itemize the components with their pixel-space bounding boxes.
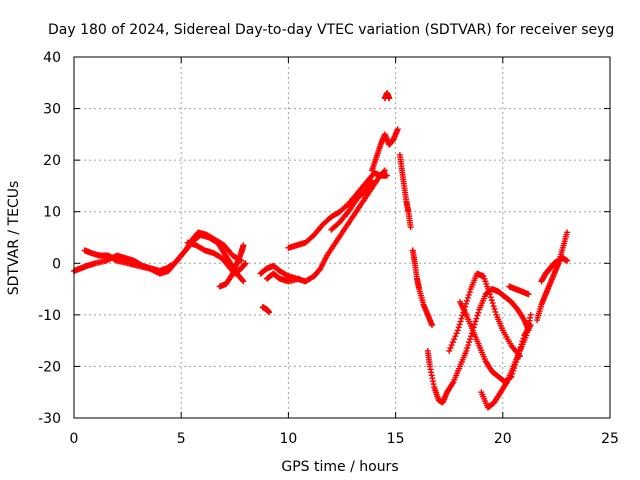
data-point bbox=[461, 306, 468, 313]
y-tick-label: 30 bbox=[43, 102, 61, 118]
series-sat-e bbox=[259, 304, 273, 316]
data-point bbox=[239, 277, 246, 284]
data-point bbox=[460, 309, 467, 316]
y-tick-label: -10 bbox=[38, 308, 61, 324]
series-sat-p bbox=[478, 311, 534, 411]
x-tick-label: 5 bbox=[177, 431, 186, 447]
data-point bbox=[449, 339, 456, 346]
x-axis-label: GPS time / hours bbox=[281, 459, 398, 475]
x-tick-label: 15 bbox=[387, 431, 405, 447]
data-point bbox=[488, 297, 495, 304]
data-point bbox=[446, 347, 453, 354]
x-tick-label: 0 bbox=[70, 431, 79, 447]
y-tick-label: 10 bbox=[43, 205, 61, 221]
data-point bbox=[240, 278, 247, 285]
series-sat-j bbox=[369, 126, 401, 174]
series-sat-k bbox=[381, 90, 393, 102]
data-point bbox=[475, 309, 482, 316]
data-point bbox=[112, 256, 119, 263]
data-point bbox=[473, 315, 480, 322]
data-point bbox=[447, 345, 454, 352]
data-point bbox=[386, 95, 393, 102]
data-point bbox=[453, 330, 460, 337]
axis-ticks: 0 5 10 15 20 25 -30 -20 -10 0 10 20 30 40 bbox=[38, 50, 619, 447]
data-point bbox=[369, 177, 376, 184]
data-point bbox=[394, 126, 401, 133]
series-sat-m bbox=[409, 247, 436, 329]
data-point bbox=[491, 305, 498, 312]
data-point bbox=[451, 336, 458, 343]
data-point bbox=[463, 300, 470, 307]
series-sat-l bbox=[396, 151, 414, 231]
y-tick-label: 40 bbox=[43, 50, 61, 66]
data-point bbox=[462, 303, 469, 310]
data-point bbox=[516, 353, 523, 360]
series-sat-c bbox=[184, 239, 249, 277]
data-point bbox=[492, 308, 499, 315]
data-point bbox=[464, 345, 471, 352]
data-point bbox=[474, 312, 481, 319]
series-sat-d bbox=[216, 242, 247, 290]
x-tick-label: 20 bbox=[494, 431, 512, 447]
data-point bbox=[564, 257, 571, 264]
data-point bbox=[458, 315, 465, 322]
data-point bbox=[296, 275, 303, 282]
data-point bbox=[471, 321, 478, 328]
data-point bbox=[455, 324, 462, 331]
data-point bbox=[459, 312, 466, 319]
data-point bbox=[466, 339, 473, 346]
data-point bbox=[472, 318, 479, 325]
data-point bbox=[489, 300, 496, 307]
data-point bbox=[490, 303, 497, 310]
series-sat-f bbox=[257, 167, 388, 285]
data-point bbox=[456, 321, 463, 328]
series-sat-i bbox=[328, 177, 376, 233]
data-point bbox=[454, 327, 461, 334]
data-point bbox=[527, 311, 534, 318]
plot-frame bbox=[73, 56, 611, 419]
series-sat-g bbox=[263, 270, 303, 285]
data-point bbox=[381, 167, 388, 174]
data-point bbox=[465, 291, 472, 298]
data-point bbox=[429, 322, 436, 329]
data-point bbox=[266, 309, 273, 316]
y-axis-label: SDTVAR / TECUs bbox=[6, 181, 22, 296]
chart-title: Day 180 of 2024, Sidereal Day-to-day VTE… bbox=[48, 22, 614, 38]
data-point bbox=[525, 291, 532, 298]
data-point bbox=[242, 260, 249, 267]
data-point bbox=[467, 333, 474, 340]
series-sat-t bbox=[538, 255, 571, 285]
data-point bbox=[407, 224, 414, 231]
series-sat-r bbox=[506, 283, 532, 298]
data-point bbox=[466, 289, 473, 296]
data-point bbox=[464, 294, 471, 301]
data-points bbox=[71, 90, 571, 411]
y-tick-label: 20 bbox=[43, 153, 61, 169]
data-point bbox=[467, 336, 474, 343]
x-tick-label: 25 bbox=[601, 431, 619, 447]
data-point bbox=[452, 333, 459, 340]
data-point bbox=[457, 318, 464, 325]
y-tick-label: -30 bbox=[38, 411, 61, 427]
data-point bbox=[463, 297, 470, 304]
data-point bbox=[487, 294, 494, 301]
series-sat-q bbox=[446, 270, 523, 360]
data-point bbox=[240, 242, 247, 249]
data-point bbox=[463, 347, 470, 354]
data-point bbox=[564, 229, 571, 236]
x-tick-label: 10 bbox=[279, 431, 297, 447]
data-point bbox=[384, 172, 391, 179]
data-point bbox=[465, 342, 472, 349]
y-tick-label: 0 bbox=[52, 256, 61, 272]
data-point bbox=[486, 291, 493, 298]
y-tick-label: -20 bbox=[38, 359, 61, 375]
data-point bbox=[448, 342, 455, 349]
